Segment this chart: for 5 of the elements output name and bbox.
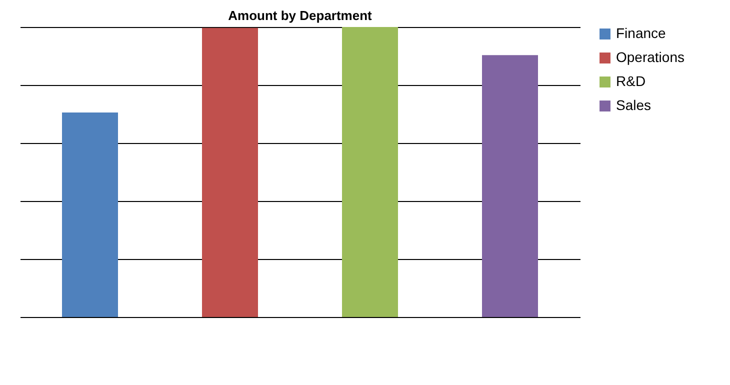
legend-label: Finance [616,25,666,41]
chart-title: Amount by Department [228,8,373,23]
legend-label: Operations [616,49,684,65]
legend-label: Sales [616,97,652,113]
legend-label: R&D [616,73,646,89]
